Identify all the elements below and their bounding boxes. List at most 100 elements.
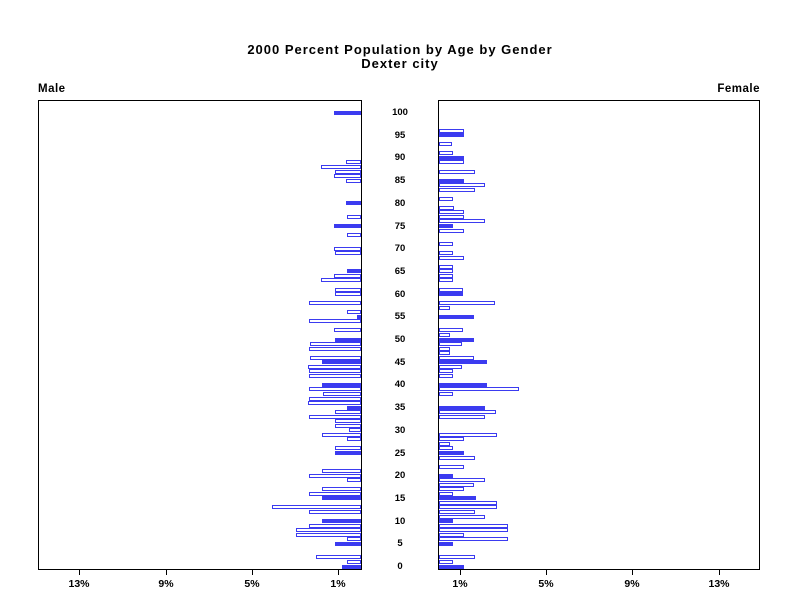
female-bar-age-96 [439, 129, 464, 133]
age-tick-label-45: 45 [394, 357, 406, 368]
male-bar-age-46 [310, 356, 361, 360]
male-bar-age-85 [346, 179, 361, 183]
age-tick-label-25: 25 [394, 448, 406, 459]
female-bar-age-40 [439, 383, 487, 387]
pct-tick-mark-5% [546, 570, 547, 575]
female-bar-age-24 [439, 456, 475, 460]
female-bar-age-18 [439, 483, 474, 487]
male-bar-age-65 [347, 269, 361, 273]
male-bar-age-89 [346, 160, 361, 164]
female-bar-age-47 [439, 351, 450, 355]
female-bar-age-14 [439, 501, 497, 505]
female-bar-age-69 [439, 251, 453, 255]
pct-tick-label-13%: 13% [708, 578, 730, 590]
male-bar-age-55 [357, 315, 361, 319]
male-bar-age-20 [309, 474, 361, 478]
male-bar-age-21 [322, 469, 361, 473]
chart-title: 2000 Percent Population by Age by Gender [247, 42, 553, 57]
female-bar-age-78 [439, 210, 464, 214]
male-bar-age-35 [347, 406, 361, 410]
age-tick-label-80: 80 [394, 198, 406, 209]
female-bar-age-68 [439, 256, 464, 260]
male-bar-age-63 [321, 278, 361, 282]
male-bar-age-37 [309, 397, 361, 401]
female-bar-age-49 [439, 342, 462, 346]
female-bar-age-5 [439, 542, 453, 546]
age-tick-label-60: 60 [394, 289, 406, 300]
male-bar-age-86 [334, 174, 361, 178]
male-bar-age-69 [335, 251, 361, 255]
female-bar-age-71 [439, 242, 453, 246]
female-bar-age-38 [439, 392, 453, 396]
male-bar-age-10 [322, 519, 361, 523]
male-bar-age-0 [342, 565, 361, 569]
male-bar-age-70 [334, 247, 361, 251]
age-tick-label-20: 20 [394, 470, 406, 481]
male-bar-age-32 [335, 419, 361, 423]
male-bar-age-64 [334, 274, 361, 278]
female-bar-age-16 [439, 492, 453, 496]
pct-tick-label-9%: 9% [158, 578, 174, 590]
female-bar-age-79 [439, 206, 454, 210]
female-bar-age-46 [439, 356, 474, 360]
female-bar-age-89 [439, 160, 464, 164]
male-bar-age-44 [308, 365, 361, 369]
male-bar-age-34 [335, 410, 361, 414]
female-bar-age-83 [439, 188, 475, 192]
age-tick-label-75: 75 [394, 221, 406, 232]
female-bar-age-77 [439, 215, 464, 219]
female-bar-age-15 [439, 496, 476, 500]
male-bar-age-58 [309, 301, 361, 305]
pct-tick-mark-9% [166, 570, 167, 575]
male-bar-age-56 [347, 310, 361, 314]
female-bar-age-7 [439, 533, 464, 537]
male-plot-area [38, 100, 362, 570]
age-tick-label-100: 100 [392, 107, 408, 118]
pct-tick-label-5%: 5% [538, 578, 554, 590]
pct-tick-label-13%: 13% [68, 578, 90, 590]
female-bar-age-11 [439, 515, 485, 519]
age-tick-label-10: 10 [394, 516, 406, 527]
male-bar-age-80 [346, 201, 361, 205]
female-bar-age-50 [439, 338, 474, 342]
male-bar-age-12 [309, 510, 361, 514]
male-bar-age-19 [347, 478, 361, 482]
female-bar-age-22 [439, 465, 464, 469]
female-bar-age-74 [439, 229, 464, 233]
female-bar-age-35 [439, 406, 485, 410]
female-bar-age-93 [439, 142, 452, 146]
female-bar-age-84 [439, 183, 485, 187]
male-bar-age-61 [335, 288, 361, 292]
female-bar-age-10 [439, 519, 453, 523]
pct-tick-mark-5% [252, 570, 253, 575]
female-bar-age-13 [439, 505, 497, 509]
female-bar-age-66 [439, 265, 453, 269]
male-bar-age-8 [296, 528, 361, 532]
female-bar-age-52 [439, 328, 463, 332]
female-bar-age-75 [439, 224, 453, 228]
male-bar-age-40 [322, 383, 361, 387]
female-bar-age-44 [439, 365, 462, 369]
male-bar-age-36 [308, 401, 361, 405]
age-tick-label-70: 70 [394, 243, 406, 254]
male-bar-age-28 [347, 437, 361, 441]
female-bar-age-60 [439, 292, 463, 296]
male-bar-age-75 [334, 224, 361, 228]
male-bar-age-17 [322, 487, 361, 491]
male-bar-age-31 [335, 424, 361, 428]
pct-tick-label-5%: 5% [244, 578, 260, 590]
female-bar-age-57 [439, 306, 450, 310]
male-bar-age-25 [335, 451, 361, 455]
female-bar-age-81 [439, 197, 453, 201]
female-bar-age-43 [439, 369, 453, 373]
female-bar-age-34 [439, 410, 496, 414]
male-bar-age-6 [347, 537, 361, 541]
female-bar-age-12 [439, 510, 475, 514]
male-bar-age-49 [310, 342, 361, 346]
male-bar-age-26 [335, 446, 361, 450]
male-bar-age-33 [309, 415, 361, 419]
male-bar-age-2 [316, 555, 361, 559]
pct-tick-mark-9% [632, 570, 633, 575]
female-bar-age-19 [439, 478, 485, 482]
age-tick-label-30: 30 [394, 425, 406, 436]
